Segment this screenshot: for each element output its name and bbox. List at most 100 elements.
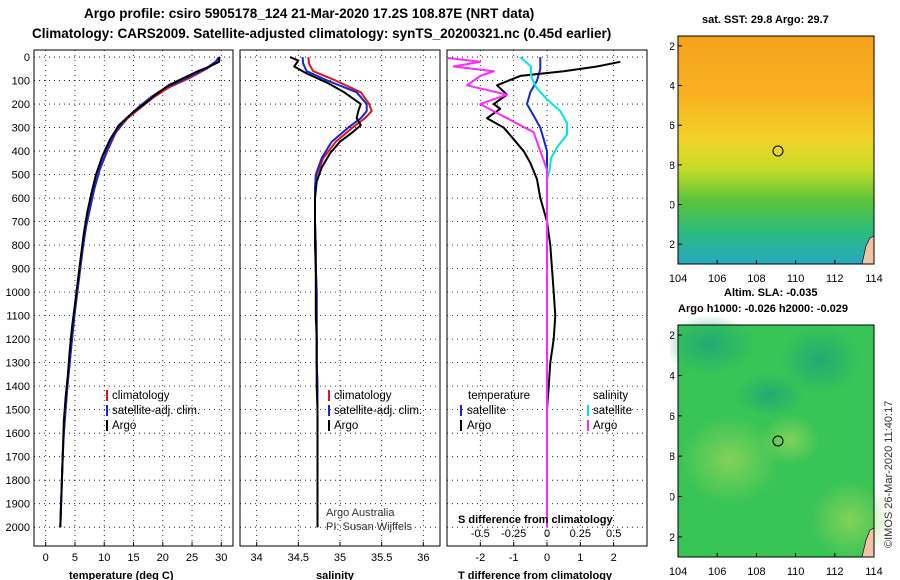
depth-tick-label: 1600 — [6, 428, 30, 440]
x-tick-label: 36 — [417, 552, 429, 564]
x-tick-label: 0 — [544, 552, 550, 564]
chart-title-line1: Argo profile: csiro 5905178_124 21-Mar-2… — [84, 6, 535, 21]
sst-map-title: sat. SST: 29.8 Argo: 29.7 — [702, 14, 829, 26]
series-line-t-argo — [486, 60, 621, 528]
depth-tick-label: 1300 — [6, 358, 30, 370]
series-line-argo — [289, 56, 362, 528]
legend-s-satellite-label: satellite — [593, 405, 632, 417]
depth-tick-label: 200 — [12, 99, 30, 111]
sla-feature — [810, 480, 890, 560]
map-lat-tick: -12 — [670, 330, 675, 342]
depth-tick-label: 1000 — [6, 287, 30, 299]
map-lon-tick: 106 — [708, 566, 726, 578]
x-tick-label: 0 — [43, 552, 49, 564]
sla-map-frame — [677, 324, 875, 558]
depth-tick-label: 700 — [12, 217, 30, 229]
depth-tick-label: 100 — [12, 76, 30, 88]
sla-feature — [670, 315, 755, 375]
x-tick-label: -2 — [475, 552, 485, 564]
depth-tick-label: 1500 — [6, 405, 30, 417]
map-lon-tick: 112 — [826, 273, 844, 285]
argo-location-marker — [772, 435, 784, 447]
series-line-s-argo — [447, 56, 548, 528]
chart-title-line2: Climatology: CARS2009. Satellite-adjuste… — [32, 26, 612, 41]
map-lat-tick: -22 — [670, 532, 675, 544]
depth-tick-label: 1400 — [6, 381, 30, 393]
sla-map-title1: Altim. SLA: -0.035 — [724, 287, 818, 299]
argo-location-marker — [772, 145, 784, 157]
map-lat-tick: -16 — [670, 120, 675, 132]
salinity-panel-frame — [239, 49, 441, 547]
depth-tick-label: 2000 — [6, 522, 30, 534]
map-lat-tick: -18 — [670, 451, 675, 463]
legend-satellite-label: satellite-adj. clim. — [112, 405, 200, 417]
sla-feature — [680, 415, 780, 505]
depth-tick-label: 600 — [12, 193, 30, 205]
sla-feature — [780, 325, 860, 395]
legend-s-argo-label: Argo — [593, 420, 617, 432]
map-lat-tick: -14 — [670, 81, 675, 93]
map-lat-tick: -14 — [670, 370, 675, 382]
x-tick-label: 34.5 — [288, 552, 309, 564]
x-tick-label: 2 — [611, 552, 617, 564]
legend-t-argo-label: Argo — [467, 420, 491, 432]
sla-feature — [760, 415, 820, 465]
map-lat-tick: -18 — [670, 160, 675, 172]
map-lon-tick: 112 — [826, 566, 844, 578]
x-tick-label: 15 — [127, 552, 139, 564]
map-lon-tick: 106 — [708, 273, 726, 285]
x-tick-label: 35 — [334, 552, 346, 564]
depth-tick-label: 400 — [12, 146, 30, 158]
profile-charts: 0100200300400500600700800900100011001200… — [6, 49, 648, 580]
x-tick-label: 1 — [577, 552, 583, 564]
map-panels: sat. SST: 29.8 Argo: 29.7 Altim. SLA: -0… — [670, 14, 895, 578]
legend-climatology-label: climatology — [334, 390, 392, 402]
x-tick-label: 5 — [72, 552, 78, 564]
depth-tick-label: 1200 — [6, 334, 30, 346]
map-lat-tick: -12 — [670, 41, 675, 53]
x-tick-label: 10 — [98, 552, 110, 564]
legend-satellite-label: satellite-adj. clim. — [334, 405, 422, 417]
sst-map-field — [678, 36, 874, 264]
legend-climatology-label: climatology — [112, 390, 170, 402]
s-diff-tick-label: 0.5 — [606, 528, 621, 540]
legend-salinity-heading: salinity — [593, 390, 628, 402]
map-lon-tick: 110 — [787, 273, 805, 285]
depth-tick-label: 300 — [12, 123, 30, 135]
map-lat-tick: -22 — [670, 239, 675, 251]
depth-tick-label: 1800 — [6, 475, 30, 487]
map-lon-tick: 108 — [747, 566, 765, 578]
depth-tick-label: 1100 — [6, 311, 30, 323]
depth-tick-label: 900 — [12, 264, 30, 276]
depth-tick-label: 0 — [24, 52, 30, 64]
depth-tick-label: 500 — [12, 170, 30, 182]
s-difference-axis-label: S difference from climatology — [458, 514, 614, 526]
credit-line2: PI: Susan Wijffels — [326, 521, 412, 533]
map-lat-tick: -20 — [670, 491, 675, 503]
depth-tick-label: 800 — [12, 240, 30, 252]
legend-argo-label: Argo — [112, 420, 136, 432]
temperature-panel-frame — [33, 49, 234, 547]
temperature-legend: climatology satellite-adj. clim. Argo — [106, 390, 200, 432]
series-line-argo — [59, 56, 221, 528]
salinity-legend: climatology satellite-adj. clim. Argo — [328, 390, 422, 432]
temperature-axis-label: temperature (deg C) — [69, 570, 174, 580]
sla-feature — [735, 373, 805, 417]
map-lon-tick: 114 — [865, 273, 883, 285]
x-tick-label: 20 — [157, 552, 169, 564]
x-tick-label: 34 — [251, 552, 263, 564]
s-diff-tick-label: -0.25 — [501, 528, 526, 540]
legend-temperature-heading: temperature — [468, 390, 530, 402]
map-lon-tick: 104 — [670, 566, 687, 578]
credit-line1: Argo Australia — [326, 507, 395, 519]
legend-argo-label: Argo — [334, 420, 358, 432]
timestamp-label: ©IMOS 26-Mar-2020 11:40:17 — [883, 401, 895, 548]
depth-tick-label: 1900 — [6, 499, 30, 511]
map-lon-tick: 110 — [787, 566, 805, 578]
map-lon-tick: 104 — [670, 273, 687, 285]
salinity-axis-label: salinity — [316, 570, 355, 580]
map-lat-tick: -16 — [670, 411, 675, 423]
depth-tick-label: 1700 — [6, 452, 30, 464]
sst-map-frame — [677, 35, 875, 265]
s-diff-tick-label: -0.5 — [471, 528, 490, 540]
